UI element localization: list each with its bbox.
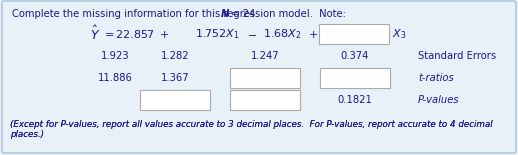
Text: 1.367: 1.367 [161,73,189,83]
Text: 0.1821: 0.1821 [338,95,372,105]
FancyBboxPatch shape [319,24,389,44]
Text: $-$: $-$ [247,29,257,39]
Text: Standard Errors: Standard Errors [418,51,496,61]
Text: $X_3$: $X_3$ [392,27,406,41]
FancyBboxPatch shape [2,1,516,153]
FancyBboxPatch shape [140,90,210,110]
Text: $= 22.857\ +$: $= 22.857\ +$ [102,28,169,40]
FancyBboxPatch shape [320,68,390,88]
Text: $\hat{Y}$: $\hat{Y}$ [90,25,100,43]
Text: places.): places.) [10,130,44,139]
Text: 1.282: 1.282 [161,51,189,61]
Text: $+$: $+$ [308,29,318,40]
Text: t-ratios: t-ratios [418,73,454,83]
Text: $1.752X_1$: $1.752X_1$ [195,27,240,41]
Text: N: N [221,9,229,19]
Text: (Except for P-values, report all values accurate to 3 decimal places.  For P-val: (Except for P-values, report all values … [10,120,493,139]
Text: = 24.: = 24. [228,9,258,19]
Text: 1.923: 1.923 [100,51,130,61]
FancyBboxPatch shape [230,68,300,88]
Text: $1.68X_2$: $1.68X_2$ [263,27,301,41]
Text: (Except for P-values, report all values accurate to 3 decimal places.  For P-val: (Except for P-values, report all values … [10,120,493,129]
Text: 0.374: 0.374 [341,51,369,61]
Text: 11.886: 11.886 [97,73,133,83]
Text: P-values: P-values [418,95,459,105]
FancyBboxPatch shape [230,90,300,110]
Text: 1.247: 1.247 [251,51,279,61]
Text: Complete the missing information for this regression model.  Note:: Complete the missing information for thi… [12,9,349,19]
